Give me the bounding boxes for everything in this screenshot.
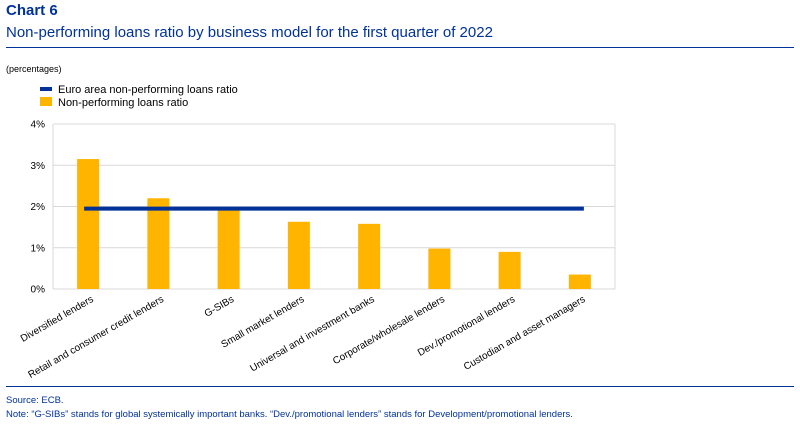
y-tick-label: 2% — [31, 202, 46, 213]
title-divider — [6, 47, 794, 48]
chart-label: Chart 6 — [6, 2, 58, 19]
y-tick-label: 3% — [31, 161, 46, 172]
y-tick-label: 1% — [31, 243, 46, 254]
bar — [287, 221, 310, 289]
bar — [77, 159, 100, 289]
bar — [428, 248, 451, 289]
x-category-label: Corporate/wholesale lenders — [331, 294, 447, 367]
bar — [147, 198, 170, 289]
y-tick-label: 4% — [31, 120, 46, 131]
note-text: Note: “G-SIBs” stands for global systemi… — [6, 409, 573, 420]
y-tick-label: 0% — [31, 285, 46, 296]
legend-label-euro-area: Euro area non-performing loans ratio — [58, 84, 238, 96]
y-axis-ticks: 0% 1% 2% 3% 4% — [31, 120, 46, 296]
legend-swatch-npl-bar — [40, 97, 52, 106]
units-label: (percentages) — [6, 64, 62, 74]
source-text: Source: ECB. — [6, 395, 64, 406]
x-category-label: Retail and consumer credit lenders — [27, 294, 166, 381]
bar — [498, 251, 521, 289]
x-category-label: Universal and investment banks — [248, 294, 376, 374]
bar — [217, 208, 240, 289]
bar — [358, 223, 381, 289]
gridlines — [52, 123, 616, 290]
x-category-label: Custodian and asset managers — [462, 294, 587, 373]
legend-swatch-euro-area-line — [40, 87, 52, 91]
legend: Euro area non-performing loans ratio Non… — [40, 84, 238, 109]
x-category-label: G-SIBs — [203, 294, 236, 320]
chart-title: Non-performing loans ratio by business m… — [6, 24, 493, 41]
bar — [568, 274, 591, 289]
legend-label-npl-ratio: Non-performing loans ratio — [58, 97, 188, 109]
bars — [77, 159, 591, 289]
footer-divider — [6, 386, 794, 387]
